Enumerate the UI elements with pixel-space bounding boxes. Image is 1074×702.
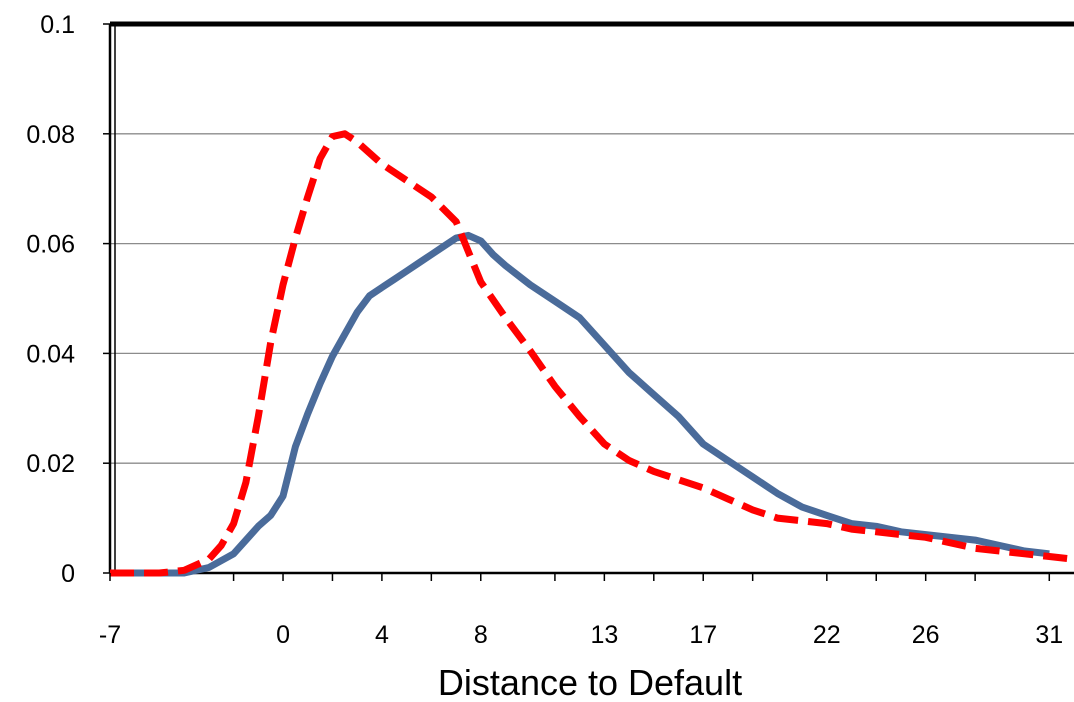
x-tick-label-14: 26: [912, 621, 940, 649]
x-tick-label-12: 22: [813, 621, 841, 649]
x-ticks: -7 0 4 8 13 17 22 26 31: [99, 573, 1063, 649]
series-lines: [110, 130, 1074, 577]
y-tick-label-5: 0.1: [40, 11, 75, 39]
series-line-2: [110, 130, 1074, 577]
y-tick-label-3: 0.06: [26, 231, 75, 259]
x-tick-label-10: 17: [689, 621, 717, 649]
x-tick-label-8: 13: [590, 621, 618, 649]
series-line-1: [110, 231, 1050, 577]
x-tick-label-6: 8: [474, 621, 488, 649]
y-ticks: 0 0.02 0.04 0.06 0.08 0.1: [26, 11, 110, 588]
x-tick-label-0: -7: [99, 621, 121, 649]
x-tick-label-4: 4: [375, 621, 389, 649]
y-tick-label-0: 0: [61, 560, 75, 588]
plot-frame: [108, 21, 1074, 575]
x-axis-title: Distance to Default: [438, 662, 742, 702]
x-tick-label-16: 31: [1035, 621, 1063, 649]
y-tick-label-2: 0.04: [26, 340, 75, 368]
y-tick-label-1: 0.02: [26, 450, 75, 478]
x-tick-label-2: 0: [276, 621, 290, 649]
gridlines: [110, 133, 1074, 464]
y-tick-label-4: 0.08: [26, 121, 75, 149]
